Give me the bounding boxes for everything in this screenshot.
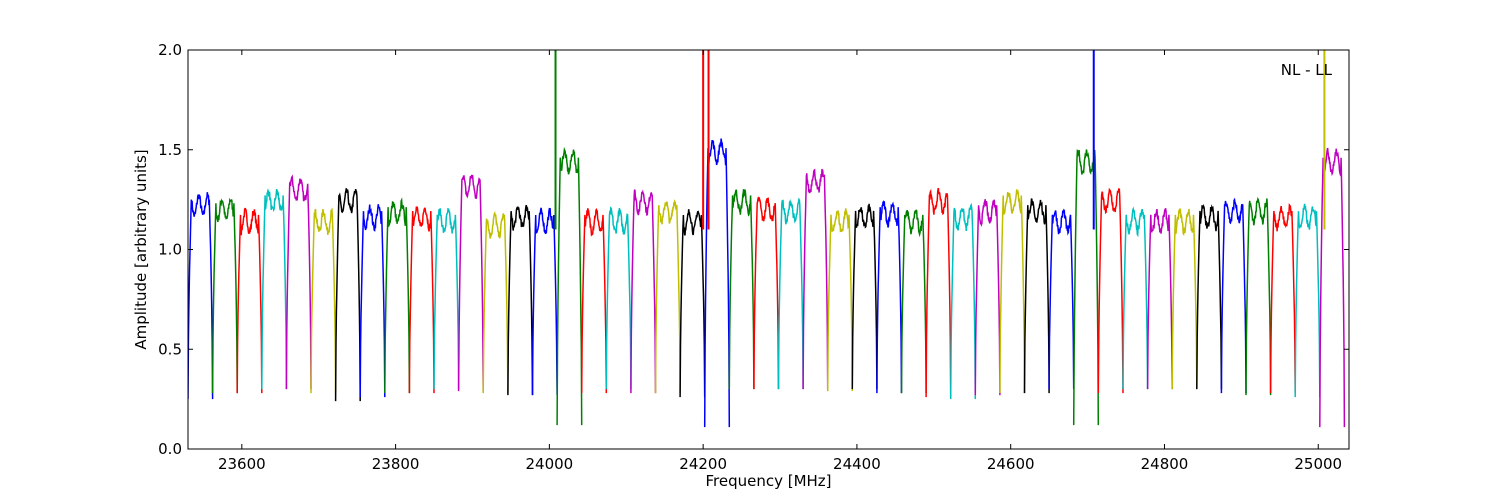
axis-ticks: 23600 23800 24000 24200 24400 24600 24800 25000… xyxy=(158,41,1349,473)
series-band-20 xyxy=(679,209,706,398)
plot-area xyxy=(188,50,1346,428)
series-band-0 xyxy=(188,192,214,400)
series-band-4 xyxy=(285,174,312,390)
x-tick-label: 24000 xyxy=(526,455,574,473)
series-band-33 xyxy=(999,189,1026,394)
plot-annotation: NL - LL xyxy=(1281,61,1333,79)
x-tick-label: 23800 xyxy=(372,455,420,473)
series-band-26 xyxy=(826,208,854,392)
series-band-9 xyxy=(408,206,435,394)
series-band-45 xyxy=(1294,203,1321,398)
y-tick-label: 1.5 xyxy=(158,141,182,159)
series-band-41 xyxy=(1196,203,1223,390)
series-band-12 xyxy=(482,210,509,394)
series-band-31 xyxy=(949,202,977,400)
y-tick-label: 2.0 xyxy=(158,41,182,59)
series-band-15 xyxy=(556,146,583,426)
x-tick-label: 24200 xyxy=(679,455,727,473)
series-band-24 xyxy=(777,197,804,390)
series-band-18 xyxy=(630,189,657,394)
x-tick-label: 24400 xyxy=(833,455,881,473)
series-band-40 xyxy=(1171,208,1198,390)
series-band-14 xyxy=(531,207,558,396)
y-tick-label: 1.0 xyxy=(158,241,182,259)
series-band-37 xyxy=(1097,187,1124,394)
x-tick-label: 24800 xyxy=(1141,455,1189,473)
series-band-29 xyxy=(900,209,927,394)
series-band-11 xyxy=(457,174,484,392)
series-band-25 xyxy=(802,168,829,390)
series-band-39 xyxy=(1146,208,1173,390)
series-band-17 xyxy=(605,206,632,390)
series-band-1 xyxy=(211,197,238,394)
series-band-35 xyxy=(1048,208,1075,390)
series-band-19 xyxy=(654,199,681,394)
y-axis-label: Amplitude [arbitrary units] xyxy=(132,149,150,349)
series-band-13 xyxy=(507,204,534,396)
series-band-22 xyxy=(728,189,755,390)
x-tick-label: 24600 xyxy=(987,455,1035,473)
series-band-10 xyxy=(433,207,460,390)
series-band-30 xyxy=(925,187,952,398)
x-tick-label: 25000 xyxy=(1294,455,1342,473)
series-band-3 xyxy=(261,188,288,390)
axes-frame xyxy=(187,49,1350,450)
series-band-6 xyxy=(334,188,361,402)
x-axis-label: Frequency [MHz] xyxy=(705,472,831,490)
series-band-42 xyxy=(1220,197,1247,394)
series-band-38 xyxy=(1122,206,1149,390)
x-tick-label: 23600 xyxy=(218,455,266,473)
series-band-16 xyxy=(580,208,608,394)
series-band-23 xyxy=(753,196,780,390)
series-band-34 xyxy=(1023,198,1050,394)
series-band-44 xyxy=(1269,202,1296,394)
y-tick-label: 0.5 xyxy=(158,340,182,358)
series-band-28 xyxy=(876,200,903,394)
series-band-5 xyxy=(310,207,337,394)
y-tick-label: 0.0 xyxy=(158,440,182,458)
series-band-27 xyxy=(851,203,878,390)
series-band-43 xyxy=(1245,196,1272,396)
series-band-2 xyxy=(236,207,263,394)
series-band-32 xyxy=(974,199,1001,396)
series-band-8 xyxy=(384,197,411,394)
series-band-7 xyxy=(359,204,386,398)
